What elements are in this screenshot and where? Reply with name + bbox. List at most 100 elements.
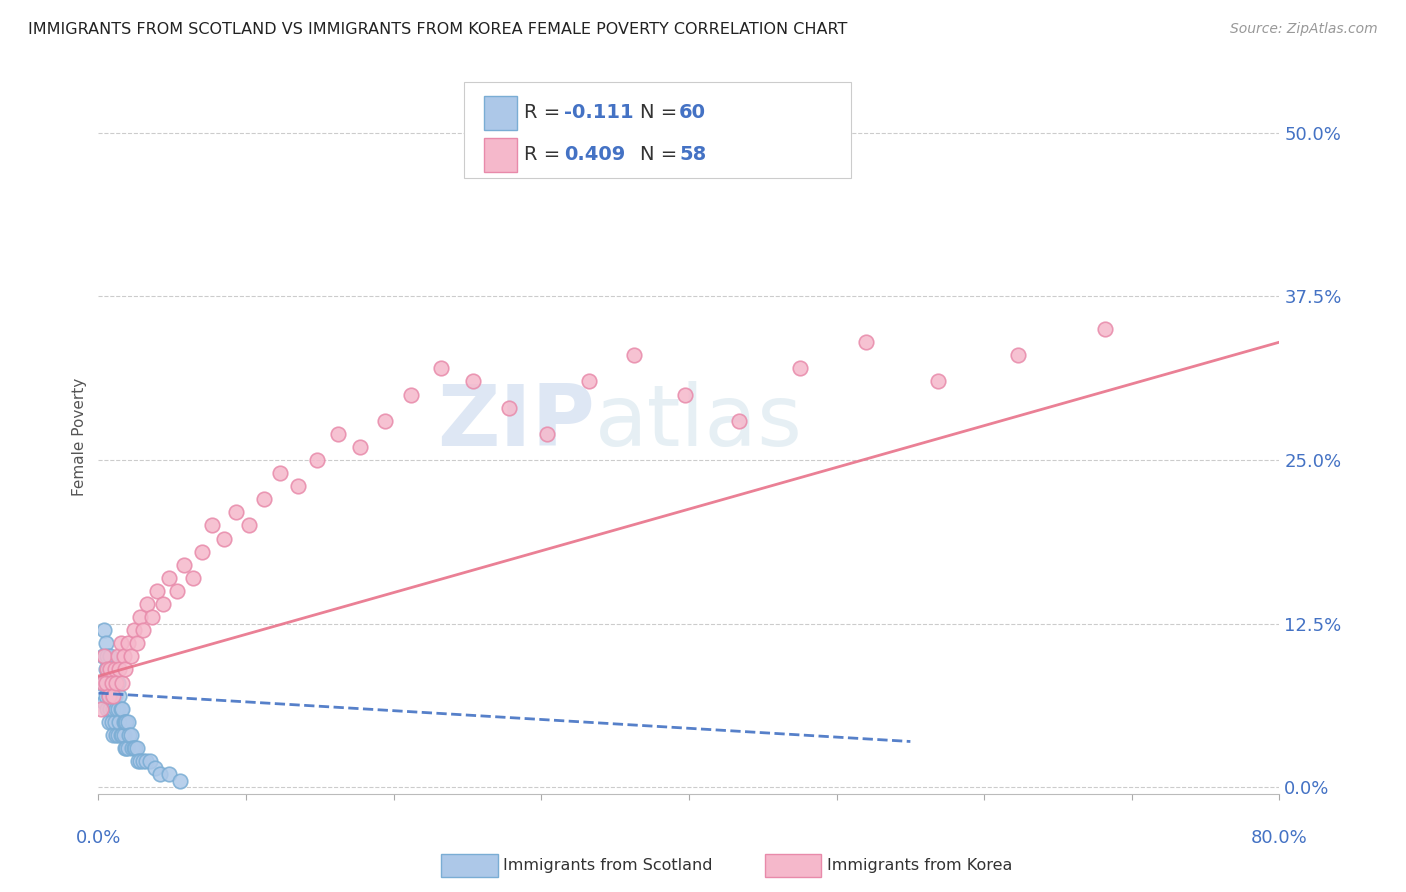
- Point: [108, 689, 131, 703]
- Point: [173, 558, 195, 572]
- Point: [112, 714, 135, 729]
- Point: [97, 689, 120, 703]
- Point: [98, 675, 121, 690]
- Text: 60: 60: [679, 103, 706, 122]
- Point: [253, 492, 276, 507]
- Text: R =: R =: [524, 145, 567, 164]
- Point: [855, 335, 877, 350]
- Text: Immigrants from Scotland: Immigrants from Scotland: [503, 858, 713, 872]
- Point: [169, 773, 191, 788]
- Point: [122, 741, 145, 756]
- Point: [104, 663, 127, 677]
- Point: [112, 649, 135, 664]
- Text: N =: N =: [640, 103, 683, 122]
- Point: [146, 583, 169, 598]
- Point: [96, 675, 118, 690]
- Point: [105, 728, 128, 742]
- Point: [91, 649, 114, 664]
- Point: [93, 695, 115, 709]
- Point: [98, 663, 121, 677]
- Point: [115, 741, 138, 756]
- Text: R =: R =: [524, 103, 567, 122]
- Point: [796, 138, 818, 153]
- Point: [157, 767, 180, 781]
- Point: [94, 636, 117, 650]
- Point: [115, 714, 138, 729]
- Point: [100, 675, 122, 690]
- Point: [110, 702, 132, 716]
- Point: [103, 728, 125, 742]
- Point: [94, 663, 117, 677]
- Point: [117, 714, 139, 729]
- Point: [623, 348, 645, 362]
- Point: [789, 361, 811, 376]
- Point: [104, 689, 127, 703]
- Point: [103, 702, 125, 716]
- Point: [108, 663, 131, 677]
- Point: [114, 663, 136, 677]
- Point: [94, 689, 117, 703]
- Point: [326, 426, 349, 441]
- Point: [91, 675, 114, 690]
- Point: [124, 741, 146, 756]
- Point: [105, 702, 128, 716]
- Point: [111, 702, 134, 716]
- Text: IMMIGRANTS FROM SCOTLAND VS IMMIGRANTS FROM KOREA FEMALE POVERTY CORRELATION CHA: IMMIGRANTS FROM SCOTLAND VS IMMIGRANTS F…: [28, 22, 848, 37]
- Point: [157, 571, 180, 585]
- Point: [139, 754, 162, 768]
- Point: [104, 663, 127, 677]
- Point: [120, 649, 142, 664]
- Point: [108, 714, 131, 729]
- Point: [111, 675, 134, 690]
- Point: [136, 597, 159, 611]
- Point: [238, 518, 260, 533]
- Point: [212, 532, 235, 546]
- Point: [287, 479, 309, 493]
- Point: [122, 624, 145, 638]
- Point: [114, 741, 136, 756]
- Point: [107, 702, 129, 716]
- Point: [141, 610, 163, 624]
- Point: [93, 649, 115, 664]
- Point: [97, 689, 120, 703]
- Point: [96, 702, 118, 716]
- Point: [125, 741, 148, 756]
- Text: ZIP: ZIP: [437, 381, 595, 465]
- Point: [103, 689, 125, 703]
- Point: [125, 636, 148, 650]
- Point: [135, 754, 157, 768]
- Y-axis label: Female Poverty: Female Poverty: [72, 378, 87, 496]
- Point: [110, 728, 132, 742]
- Point: [104, 714, 127, 729]
- Point: [225, 505, 247, 519]
- Point: [97, 663, 120, 677]
- Text: -0.111: -0.111: [564, 103, 634, 122]
- Point: [112, 728, 135, 742]
- Point: [93, 624, 115, 638]
- Point: [128, 610, 150, 624]
- Point: [107, 728, 129, 742]
- Point: [110, 636, 132, 650]
- Text: 0.409: 0.409: [564, 145, 626, 164]
- Point: [269, 466, 291, 480]
- Point: [100, 663, 122, 677]
- Text: atlas: atlas: [595, 381, 803, 465]
- Point: [128, 754, 150, 768]
- Text: Immigrants from Korea: Immigrants from Korea: [827, 858, 1012, 872]
- Point: [578, 375, 600, 389]
- Point: [98, 649, 121, 664]
- Point: [120, 728, 142, 742]
- Point: [107, 675, 129, 690]
- Point: [305, 453, 328, 467]
- Text: Source: ZipAtlas.com: Source: ZipAtlas.com: [1230, 22, 1378, 37]
- Point: [100, 714, 122, 729]
- Point: [191, 544, 214, 558]
- Point: [121, 741, 143, 756]
- Point: [430, 361, 453, 376]
- Point: [105, 675, 128, 690]
- Point: [536, 426, 558, 441]
- Text: 0.0%: 0.0%: [76, 829, 121, 847]
- Point: [1094, 322, 1116, 336]
- Point: [132, 624, 155, 638]
- Point: [100, 689, 122, 703]
